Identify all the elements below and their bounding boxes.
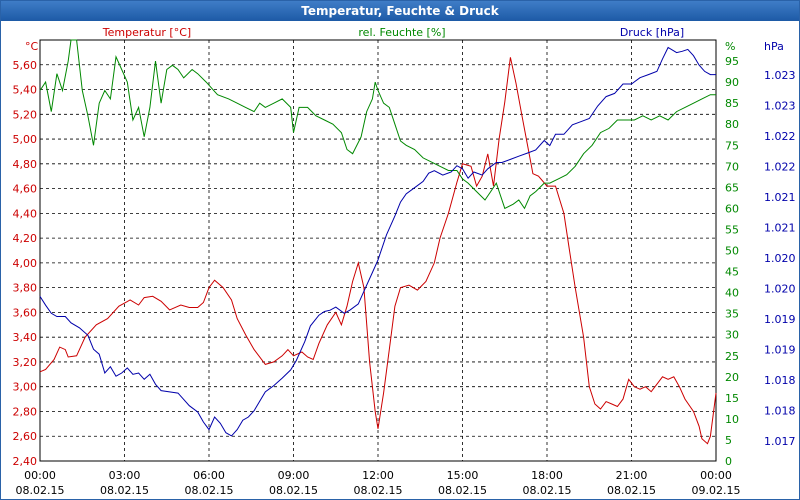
humidity-tick-label: 35	[725, 308, 739, 321]
temperature-tick-label: 4,60	[13, 183, 38, 196]
temperature-tick-label: 3,20	[13, 356, 38, 369]
temperature-unit-label: °C	[25, 40, 39, 53]
chart-title: Temperatur, Feuchte & Druck	[301, 4, 499, 18]
x-tick-time: 00:00	[24, 469, 56, 482]
humidity-tick-label: 0	[725, 455, 732, 468]
x-tick-date: 08.02.15	[185, 484, 234, 497]
x-tick-date: 08.02.15	[354, 484, 403, 497]
x-tick-date: 09.02.15	[692, 484, 741, 497]
humidity-axis-title: rel. Feuchte [%]	[358, 26, 445, 39]
axis-labels: 00:00 08.02.15 03:00 08.02.15 06:00 08.02.15 0…	[13, 26, 796, 497]
pressure-tick-label: 1.023	[764, 100, 796, 113]
temperature-tick-label: 4,40	[13, 207, 38, 220]
pressure-tick-label: 1.021	[764, 191, 796, 204]
pressure-tick-label: 1.019	[764, 344, 796, 357]
pressure-tick-label: 1.021	[764, 222, 796, 235]
series-line-pressure	[39, 46, 716, 437]
humidity-tick-label: 50	[725, 245, 739, 258]
humidity-tick-label: 65	[725, 181, 739, 194]
series-line-temperature	[39, 57, 717, 445]
humidity-tick-label: 10	[725, 413, 739, 426]
humidity-tick-label: 90	[725, 76, 739, 89]
humidity-tick-label: 75	[725, 139, 739, 152]
temperature-tick-label: 5,00	[13, 133, 38, 146]
humidity-tick-label: 70	[725, 160, 739, 173]
humidity-tick-label: 85	[725, 97, 739, 110]
temperature-tick-label: 5,20	[13, 108, 38, 121]
pressure-tick-label: 1.022	[764, 130, 796, 143]
pressure-tick-label: 1.018	[764, 405, 796, 418]
pressure-tick-label: 1.020	[764, 252, 796, 265]
series-line-humidity	[39, 39, 716, 210]
pressure-tick-label: 1.023	[764, 69, 796, 82]
x-tick-time: 15:00	[447, 469, 479, 482]
temperature-tick-label: 2,60	[13, 430, 38, 443]
temperature-tick-label: 2,40	[13, 455, 38, 468]
x-tick-date: 08.02.15	[269, 484, 318, 497]
humidity-tick-label: 15	[725, 392, 739, 405]
humidity-tick-label: 30	[725, 329, 739, 342]
x-tick-date: 08.02.15	[607, 484, 656, 497]
x-tick-date: 08.02.15	[438, 484, 487, 497]
humidity-tick-label: 25	[725, 350, 739, 363]
x-tick-time: 12:00	[362, 469, 394, 482]
humidity-tick-label: 5	[725, 434, 732, 447]
x-tick-time: 03:00	[109, 469, 141, 482]
x-tick-date: 08.02.15	[16, 484, 65, 497]
plot-area	[39, 39, 717, 462]
pressure-tick-label: 1.019	[764, 313, 796, 326]
x-tick-time: 21:00	[616, 469, 648, 482]
title-bar: Temperatur, Feuchte & Druck	[1, 1, 799, 21]
temperature-tick-label: 3,40	[13, 331, 38, 344]
humidity-tick-label: 40	[725, 287, 739, 300]
temperature-tick-label: 3,00	[13, 381, 38, 394]
x-tick-time: 00:00	[700, 469, 732, 482]
temperature-tick-label: 2,80	[13, 405, 38, 418]
humidity-tick-label: 80	[725, 118, 739, 131]
humidity-tick-label: 20	[725, 371, 739, 384]
pressure-unit-label: hPa	[764, 40, 784, 53]
pressure-tick-label: 1.020	[764, 283, 796, 296]
temperature-tick-label: 5,40	[13, 84, 38, 97]
temperature-tick-label: 3,60	[13, 306, 38, 319]
x-tick-date: 08.02.15	[100, 484, 149, 497]
temperature-axis-title: Temperatur [°C]	[102, 26, 191, 39]
temperature-tick-label: 4,00	[13, 257, 38, 270]
temperature-tick-label: 4,80	[13, 158, 38, 171]
pressure-axis-title: Druck [hPa]	[620, 26, 684, 39]
humidity-unit-label: %	[725, 40, 735, 53]
humidity-tick-label: 60	[725, 202, 739, 215]
pressure-tick-label: 1.022	[764, 161, 796, 174]
temperature-tick-label: 4,20	[13, 232, 38, 245]
humidity-tick-label: 95	[725, 55, 739, 68]
x-tick-date: 08.02.15	[523, 484, 572, 497]
x-tick-time: 06:00	[193, 469, 225, 482]
pressure-tick-label: 1.017	[764, 435, 796, 448]
humidity-tick-label: 55	[725, 223, 739, 236]
x-tick-time: 09:00	[278, 469, 310, 482]
grid-lines	[40, 40, 716, 461]
humidity-tick-label: 45	[725, 266, 739, 279]
x-tick-time: 18:00	[531, 469, 563, 482]
series-layer	[39, 39, 717, 445]
temperature-tick-label: 3,80	[13, 282, 38, 295]
temperature-tick-label: 5,60	[13, 59, 38, 72]
pressure-tick-label: 1.018	[764, 374, 796, 387]
